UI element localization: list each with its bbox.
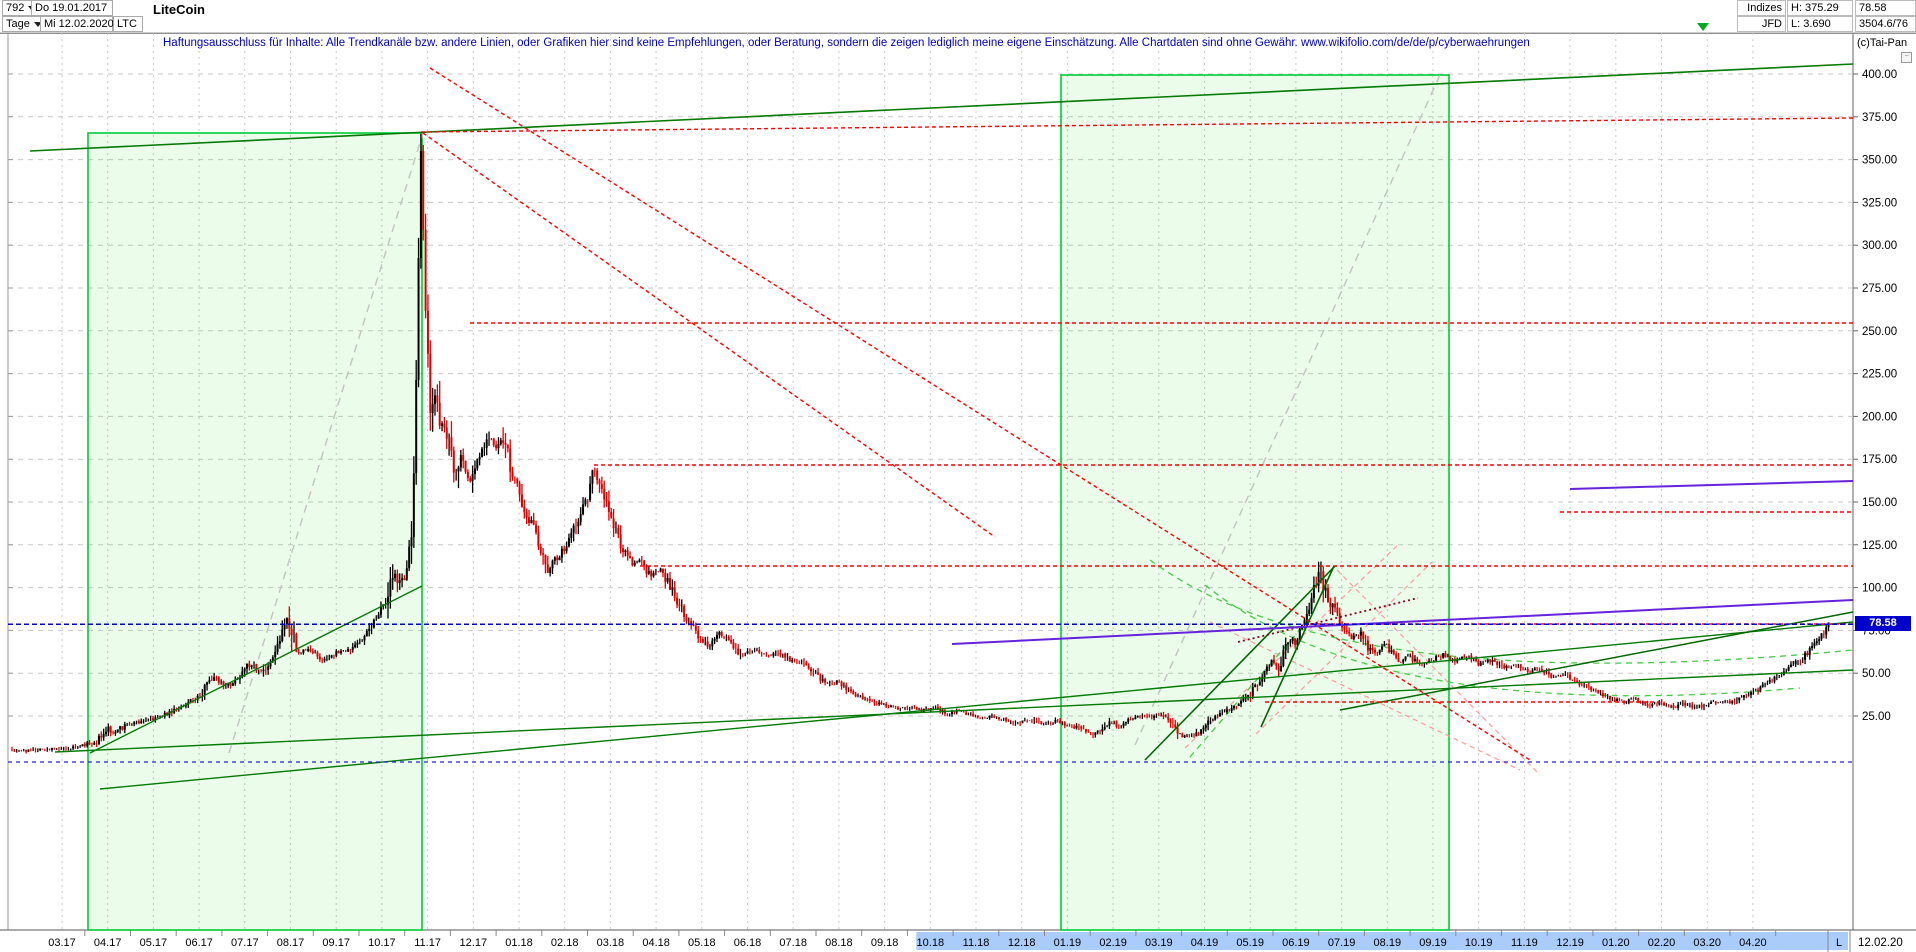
provider-label: Indizes [1737,0,1786,16]
month-axis-label: 09.19 [1419,937,1447,949]
month-axis-label: 02.19 [1099,937,1127,949]
trend-box-2019 [1060,74,1450,931]
month-axis-label: 04.18 [642,937,670,949]
month-axis-label: 03.17 [48,937,76,949]
broker-label: JFD [1737,16,1786,32]
month-axis-label: 09.17 [322,937,350,949]
month-axis-label: 12.18 [1008,937,1036,949]
symbol-field[interactable]: LTC [113,16,143,32]
price-axis-label: 400.00 [1862,69,1897,81]
last-price-value: 78.58 [1855,0,1916,16]
high-value: H: 375.29 [1787,0,1853,16]
price-axis-label: 150.00 [1862,497,1897,509]
date-to-field[interactable]: Mi 12.02.2020 [40,16,114,32]
month-axis-label: 01.20 [1602,937,1630,949]
month-axis-label: 03.20 [1693,937,1721,949]
price-axis-label: 100.00 [1862,583,1897,595]
gray-diagonal-2017 [228,132,424,754]
month-axis-label: 11.17 [414,937,441,949]
month-axis-label: 09.18 [871,937,899,949]
month-axis-label: 06.18 [734,937,762,949]
month-axis-label: 07.18 [779,937,807,949]
month-axis-label: 06.17 [185,937,213,949]
green-dashed-curve-2 [1204,584,1801,697]
price-axis-label: 200.00 [1862,411,1897,423]
chevron-down-icon [33,21,42,27]
month-axis-label: 08.19 [1374,937,1402,949]
minus-box-icon[interactable]: − [1901,52,1912,63]
month-axis-label: 07.19 [1328,937,1356,949]
rally-2019-steep [1260,565,1335,728]
month-axis-label: 12.19 [1556,937,1584,949]
recovery-2020 [1339,611,1854,711]
price-axis-label: 325.00 [1862,197,1897,209]
upper-trendline [29,63,1854,152]
rally-2019-support [1144,565,1336,761]
price-axis-label: 250.00 [1862,326,1897,338]
long-support-1 [54,669,1854,753]
price-axis-label: 125.00 [1862,540,1897,552]
month-axis-label: 04.19 [1191,937,1219,949]
points-info-value: 3504.6/76 [1855,16,1916,32]
month-axis-label: 05.17 [140,937,168,949]
month-axis-label: 04.20 [1739,937,1767,949]
month-axis-label: 01.19 [1054,937,1082,949]
month-axis-label: 06.19 [1282,937,1310,949]
price-axis-label: 350.00 [1862,155,1897,167]
month-axis-label: 01.18 [505,937,533,949]
info-bar: 792 Do 19.01.2017 Tage Mi 12.02.2020 LTC… [0,0,1916,34]
red-diagonal-1 [422,132,996,538]
price-axis-label: 375.00 [1862,112,1897,124]
pink-fan-down-1 [1209,621,1521,771]
month-axis-label: 10.19 [1465,937,1493,949]
price-axis-label: 50.00 [1862,668,1891,680]
instrument-name: LiteCoin [153,2,205,17]
disclaimer-text: Haftungsausschluss für Inhalte: Alle Tre… [163,37,1530,49]
gray-diagonal-2019 [1134,74,1441,746]
pink-fan-down-2 [1336,569,1541,776]
month-axis-label: 02.20 [1648,937,1676,949]
long-support-2 [99,621,1854,790]
month-axis-label: 07.17 [231,937,259,949]
green-dashed-curve-1 [1149,559,1854,664]
resistance-375 [420,117,1854,133]
support-2017 [89,585,423,754]
month-axis-label: 10.18 [917,937,945,949]
last-bar-marker: L [1836,937,1842,949]
low-value: L: 3.690 [1787,16,1853,32]
purple-line-high [1569,480,1854,490]
last-price-badge: 78.58 [1855,616,1911,631]
range-marker-triangle-icon[interactable] [1697,23,1709,31]
visible-range-highlight [916,932,1848,950]
price-axis-label: 275.00 [1862,283,1897,295]
month-axis-label: 08.18 [825,937,853,949]
date-from-field[interactable]: Do 19.01.2017 [31,0,113,16]
month-axis-label: 02.18 [551,937,579,949]
price-axis-label: 225.00 [1862,369,1897,381]
price-axis-label: 175.00 [1862,454,1897,466]
month-axis-label: 10.17 [368,937,396,949]
month-axis-label: 08.17 [277,937,305,949]
month-axis-label: 03.19 [1145,937,1173,949]
month-axis-label: 05.19 [1236,937,1264,949]
last-date-label: 12.02.20 [1858,937,1903,949]
month-axis-label: 04.17 [94,937,122,949]
copyright-label: (c)Tai-Pan [1857,37,1908,49]
candlestick-series [11,133,1830,754]
price-axis-label: 25.00 [1862,711,1891,723]
month-axis-label: 05.18 [688,937,716,949]
trend-box-2017 [87,132,423,931]
purple-line-low [951,599,1854,645]
month-axis-label: 11.18 [963,937,990,949]
green-dashed-support [1189,617,1311,758]
price-axis-label: 300.00 [1862,240,1897,252]
month-axis-label: 11.19 [1511,937,1538,949]
month-axis-label: 12.17 [460,937,488,949]
period-dropdown[interactable]: Tage [2,16,42,32]
month-axis-label: 03.18 [597,937,625,949]
maroon-dotted [1237,597,1419,643]
